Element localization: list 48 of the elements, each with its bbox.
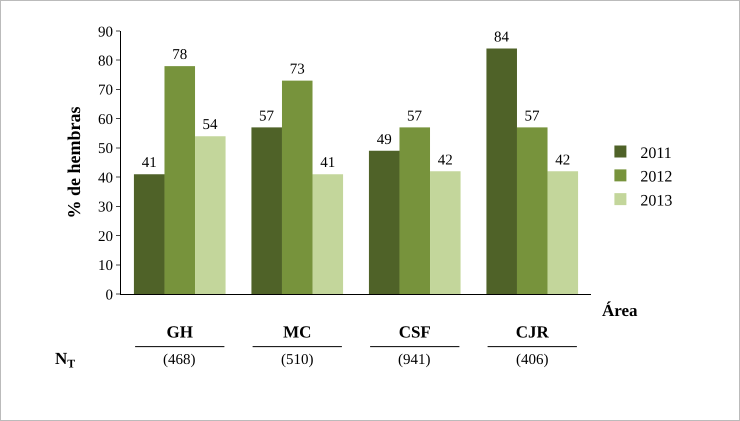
text: (406): [516, 352, 548, 368]
data-label: 57: [524, 108, 540, 124]
bar: [486, 48, 517, 294]
bar: [251, 127, 282, 294]
bar: [430, 171, 461, 294]
x-tick-label: GH: [166, 322, 193, 342]
legend-label: 2013: [640, 192, 672, 210]
legend-label: 2011: [640, 144, 672, 162]
text: (468): [163, 352, 196, 368]
y-tick-label: 60: [98, 112, 113, 128]
y-tick-label: 20: [98, 228, 113, 245]
data-label: 42: [555, 152, 570, 168]
bar: [399, 127, 430, 294]
y-tick-label: 0: [106, 287, 113, 304]
x-tick-label: CJR: [516, 322, 550, 342]
y-tick-label: 90: [98, 24, 113, 40]
y-tick-label: 70: [98, 82, 113, 99]
x-axis-title: Área: [602, 301, 638, 320]
bar: [312, 174, 344, 294]
y-tick-label: 40: [98, 170, 113, 186]
bar: [516, 127, 548, 294]
data-label: 54: [202, 117, 218, 134]
bar: [195, 136, 226, 294]
data-label: 57: [258, 108, 274, 124]
text: (941): [398, 352, 430, 368]
data-label: 41: [320, 155, 336, 172]
data-label: 41: [142, 155, 157, 172]
data-label: 84: [494, 30, 510, 46]
bar: [164, 66, 196, 294]
y-tick-label: 50: [98, 141, 113, 158]
bar: [548, 171, 578, 294]
data-label: 73: [290, 62, 305, 78]
x-tick-label: CSF: [398, 322, 431, 342]
legend-label: 2012: [640, 168, 672, 186]
y-tick-label: 30: [98, 200, 113, 216]
x-tick-label: MC: [283, 322, 312, 342]
y-axis-title: % de hembras: [64, 106, 84, 218]
data-label: 42: [438, 152, 453, 168]
y-tick-label: 10: [98, 258, 113, 274]
bar: [282, 80, 313, 294]
text: N$_{T}$: [55, 349, 76, 371]
y-tick-label: 80: [98, 53, 113, 70]
data-label: 57: [407, 108, 422, 124]
bar: [368, 150, 400, 294]
text: (510): [281, 352, 314, 368]
bar: [134, 174, 164, 294]
data-label: 49: [376, 132, 392, 148]
data-label: 78: [172, 47, 188, 64]
